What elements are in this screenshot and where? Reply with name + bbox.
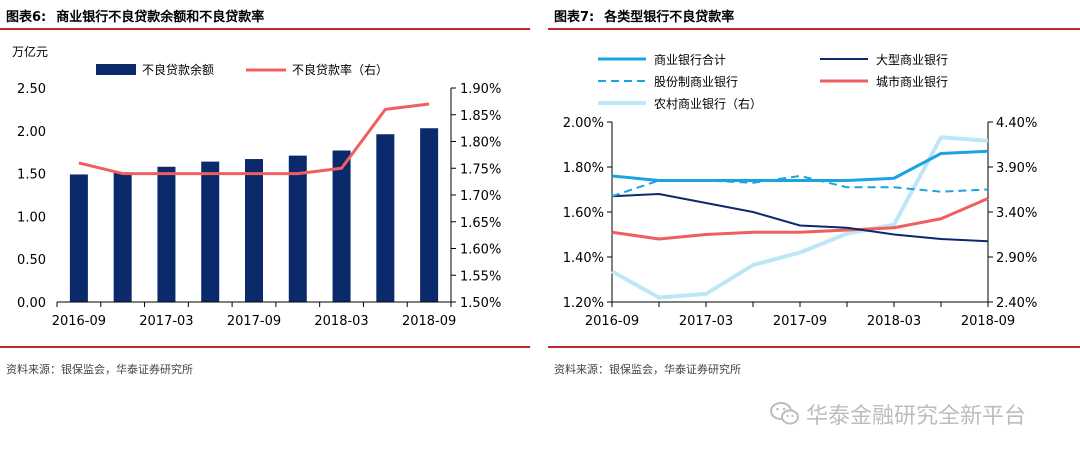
x-tick-label: 2018-09 — [402, 314, 456, 329]
y-tick-label: 2.00% — [563, 116, 604, 131]
bar — [113, 172, 132, 302]
x-tick-label: 2017-03 — [139, 314, 193, 329]
legend-label-line: 不良贷款率（右） — [292, 62, 388, 77]
watermark-text: 华泰金融研究全新平台 — [806, 404, 1027, 429]
y2-tick-label: 3.40% — [996, 206, 1037, 221]
y2-tick-label: 2.40% — [996, 296, 1037, 311]
y-tick-label: 1.00 — [17, 210, 46, 225]
chart-panel-bank-types: 图表7: 各类型银行不良贷款率 商业银行合计 大型商业银行股份制商业银行 城市商业银行… — [548, 0, 1080, 395]
series-line — [611, 193, 989, 243]
y-tick-label: 1.50 — [17, 168, 46, 183]
bar — [245, 159, 263, 302]
x-tick-label: 2018-09 — [961, 314, 1015, 329]
x-tick-label: 2018-03 — [314, 314, 368, 329]
x-tick-label: 2017-03 — [679, 314, 733, 329]
wechat-icon — [770, 402, 799, 425]
series-line — [611, 197, 989, 241]
y-axis-unit: 万亿元 — [12, 44, 48, 59]
y-tick-label: 1.40% — [563, 251, 604, 266]
bar — [201, 161, 220, 302]
bottom-rule — [548, 346, 1080, 348]
y2-tick-label: 1.90% — [460, 82, 501, 97]
chart-title-row: 图表6: 商业银行不良贷款余额和不良贷款率 — [6, 6, 264, 25]
chart-title-row: 图表7: 各类型银行不良贷款率 — [554, 6, 734, 25]
legend-label-bar: 不良贷款余额 — [142, 62, 214, 77]
title-rule — [548, 28, 1080, 30]
y-tick-label: 0.50 — [17, 253, 46, 268]
series-line — [611, 135, 989, 300]
series-line — [611, 149, 989, 182]
chart-title: 商业银行不良贷款余额和不良贷款率 — [56, 10, 265, 25]
legend-label: 股份制商业银行 — [654, 74, 738, 89]
y2-tick-label: 1.75% — [460, 162, 501, 177]
bar — [376, 134, 395, 302]
title-rule — [0, 28, 530, 30]
x-tick-label: 2016-09 — [52, 314, 106, 329]
y2-tick-label: 1.80% — [460, 136, 501, 151]
y2-tick-label: 2.90% — [996, 251, 1037, 266]
x-tick-label: 2018-03 — [867, 314, 921, 329]
y-tick-label: 0.00 — [17, 296, 46, 311]
x-tick-label: 2017-09 — [227, 314, 281, 329]
legend-label: 城市商业银行 — [876, 74, 948, 89]
source-note: 资料来源：银保监会，华泰证券研究所 — [554, 363, 741, 376]
watermark: 华泰金融研究全新平台 — [770, 398, 1026, 430]
y-tick-label: 1.20% — [563, 296, 604, 311]
y2-tick-label: 1.50% — [460, 296, 501, 311]
y2-tick-label: 1.60% — [460, 243, 501, 258]
y2-tick-label: 3.90% — [996, 161, 1037, 176]
y2-tick-label: 1.70% — [460, 189, 501, 204]
x-tick-label: 2016-09 — [585, 314, 639, 329]
legend-label: 商业银行合计 — [654, 52, 726, 67]
legend-label: 大型商业银行 — [876, 52, 948, 67]
y2-tick-label: 1.85% — [460, 109, 501, 124]
bottom-rule — [0, 346, 530, 348]
chart-title: 各类型银行不良贷款率 — [604, 10, 735, 25]
source-note: 资料来源：银保监会，华泰证券研究所 — [6, 363, 193, 376]
series-line-npl-ratio — [78, 102, 430, 176]
bar — [69, 174, 88, 302]
chart-panel-npl-balance: 图表6: 商业银行不良贷款余额和不良贷款率 万亿元不良贷款余额 不良贷款率（右） 0.… — [0, 0, 530, 395]
y-tick-label: 1.80% — [563, 161, 604, 176]
y2-tick-label: 4.40% — [996, 116, 1037, 131]
bar — [332, 150, 351, 302]
y2-tick-label: 1.65% — [460, 216, 501, 231]
legend-swatch-bar — [96, 64, 136, 75]
x-tick-label: 2017-09 — [773, 314, 827, 329]
legend-label: 农村商业银行（右） — [654, 96, 762, 111]
bar — [420, 128, 439, 302]
bar — [157, 166, 176, 302]
y-tick-label: 2.50 — [17, 82, 46, 97]
figure-number: 图表7: — [554, 10, 595, 25]
bar — [288, 155, 307, 302]
y-tick-label: 1.60% — [563, 206, 604, 221]
y-tick-label: 2.00 — [17, 125, 46, 140]
y2-tick-label: 1.55% — [460, 269, 501, 284]
figure-number: 图表6: — [6, 10, 47, 25]
